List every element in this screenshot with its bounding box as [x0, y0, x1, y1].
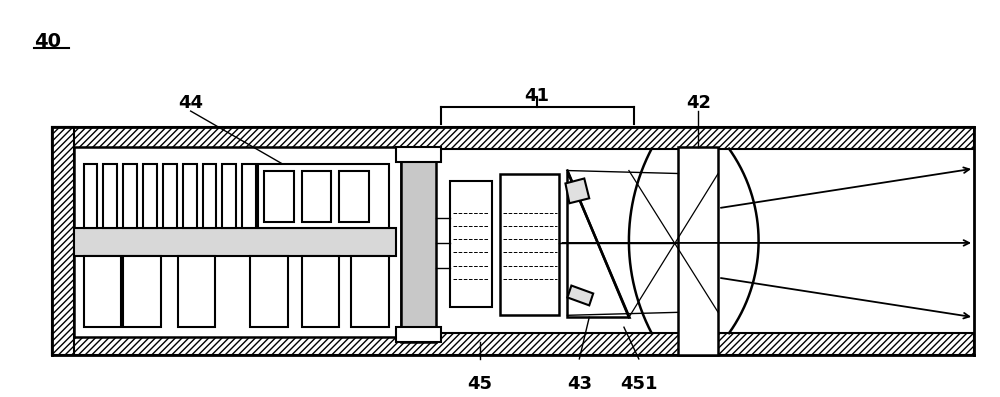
Bar: [351, 256, 389, 327]
Bar: [84, 256, 121, 327]
Text: 43: 43: [567, 375, 592, 393]
Polygon shape: [567, 171, 629, 317]
Text: 40: 40: [34, 32, 61, 51]
Bar: [74, 147, 401, 337]
Bar: [264, 171, 294, 222]
Bar: [250, 256, 288, 327]
Text: 451: 451: [620, 375, 658, 393]
Polygon shape: [567, 285, 593, 305]
Bar: [123, 164, 137, 228]
Text: 45: 45: [468, 375, 493, 393]
Bar: [500, 173, 559, 315]
Bar: [258, 164, 389, 228]
Bar: [222, 164, 236, 228]
Bar: [178, 256, 215, 327]
Text: 41: 41: [525, 87, 550, 105]
Bar: [74, 228, 396, 256]
Bar: [401, 147, 436, 342]
Bar: [52, 127, 974, 149]
Text: 42: 42: [686, 94, 711, 112]
Bar: [450, 181, 492, 307]
Bar: [52, 127, 74, 355]
Bar: [52, 333, 974, 355]
Bar: [242, 164, 256, 228]
Polygon shape: [565, 179, 589, 203]
Bar: [163, 164, 177, 228]
Bar: [183, 164, 197, 228]
Text: 44: 44: [178, 94, 203, 112]
Bar: [103, 164, 117, 228]
Bar: [302, 256, 339, 327]
Bar: [302, 171, 331, 222]
Bar: [396, 327, 441, 342]
Bar: [396, 147, 441, 162]
Bar: [339, 171, 369, 222]
Bar: [203, 164, 216, 228]
Bar: [678, 147, 718, 355]
Bar: [84, 164, 97, 228]
Bar: [143, 164, 157, 228]
Bar: [123, 256, 161, 327]
